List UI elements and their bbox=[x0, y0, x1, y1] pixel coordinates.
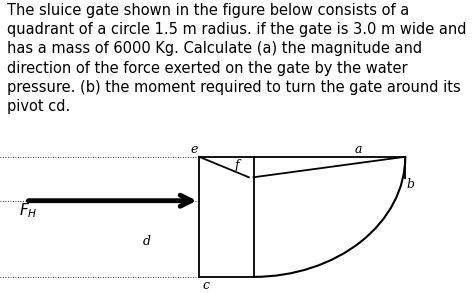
Text: The sluice gate shown in the figure below consists of a
quadrant of a circle 1.5: The sluice gate shown in the figure belo… bbox=[7, 3, 466, 114]
Text: d: d bbox=[143, 235, 151, 248]
Text: c: c bbox=[203, 279, 210, 292]
Text: $\mathit{F_H}$: $\mathit{F_H}$ bbox=[19, 202, 37, 220]
Text: f: f bbox=[235, 159, 239, 172]
Text: e: e bbox=[191, 143, 198, 156]
Text: b: b bbox=[406, 178, 414, 191]
Text: a: a bbox=[354, 143, 362, 156]
